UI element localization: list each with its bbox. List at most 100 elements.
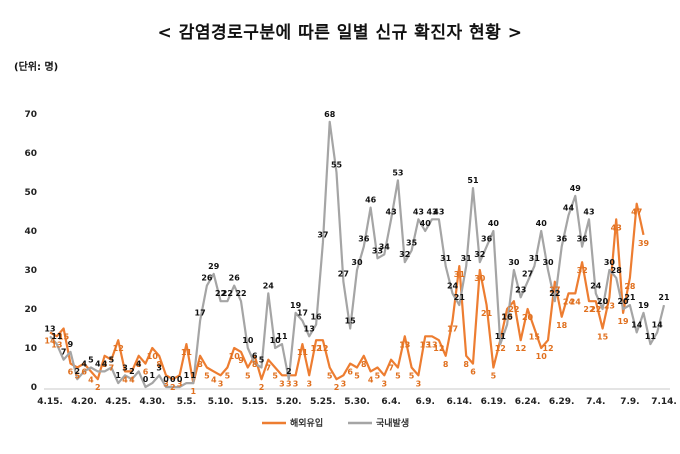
- data-label: 15: [529, 333, 541, 342]
- data-label: 31: [440, 254, 452, 263]
- data-label: 9: [68, 340, 74, 349]
- data-label: 7: [266, 364, 272, 373]
- data-label: 49: [570, 184, 582, 193]
- data-label: 4: [129, 375, 135, 384]
- y-tick-label: 30: [24, 266, 37, 276]
- data-label: 5: [245, 372, 251, 381]
- data-label: 30: [508, 258, 520, 267]
- series-line-2: [49, 120, 666, 389]
- data-label: 11: [276, 332, 288, 341]
- x-tick-label: 5.5.: [177, 397, 196, 407]
- data-label: 2: [170, 383, 176, 392]
- data-label: 44: [563, 203, 575, 212]
- data-label: 24: [563, 297, 575, 306]
- data-label: 40: [488, 219, 500, 228]
- data-label: 30: [474, 274, 486, 283]
- data-label: 3: [306, 379, 312, 388]
- data-label: 31: [529, 254, 541, 263]
- data-label: 34: [379, 242, 391, 251]
- data-label: 6: [347, 368, 353, 377]
- data-label: 29: [208, 262, 220, 271]
- data-label: 36: [481, 235, 493, 244]
- data-label: 55: [331, 161, 343, 170]
- data-label: 36: [358, 235, 370, 244]
- data-label: 6: [68, 368, 74, 377]
- data-label: 15: [597, 333, 609, 342]
- data-label: 13: [304, 324, 315, 333]
- data-label: 43: [433, 207, 444, 216]
- data-label: 22: [215, 289, 226, 298]
- data-label: 5: [354, 372, 360, 381]
- data-label: 13: [420, 340, 431, 349]
- data-label: 5: [272, 372, 278, 381]
- data-label: 12: [515, 344, 526, 353]
- data-label: 13: [426, 340, 437, 349]
- data-label: 47: [631, 208, 642, 217]
- data-label: 1: [150, 371, 156, 380]
- x-tick-label: 6.14.: [447, 397, 473, 407]
- data-label: 21: [658, 293, 670, 302]
- x-tick-label: 7.14.: [651, 397, 677, 407]
- x-tick-label: 5.30.: [344, 397, 370, 407]
- data-label: 2: [129, 367, 135, 376]
- data-label: 3: [286, 379, 292, 388]
- x-tick-label: 6.29.: [549, 397, 575, 407]
- data-label: 12: [113, 344, 124, 353]
- data-label: 12: [317, 344, 328, 353]
- data-label: 5: [491, 372, 497, 381]
- data-label: 11: [51, 332, 63, 341]
- x-tick-label: 5.25.: [310, 397, 336, 407]
- data-label: 6: [143, 368, 149, 377]
- data-label: 19: [617, 317, 629, 326]
- data-label: 26: [201, 274, 213, 283]
- data-label: 39: [638, 239, 650, 248]
- data-label: 3: [381, 379, 387, 388]
- data-label: 37: [317, 231, 328, 240]
- x-tick-label: 7.9.: [620, 397, 639, 407]
- data-label: 43: [413, 207, 424, 216]
- data-label: 9: [238, 356, 244, 365]
- data-label: 16: [310, 313, 322, 322]
- data-label: 35: [406, 239, 418, 248]
- legend-label: 해외유입: [290, 417, 323, 429]
- x-tick-label: 6.19.: [481, 397, 507, 407]
- data-label: 4: [211, 375, 217, 384]
- y-tick-label: 0: [31, 383, 37, 393]
- data-label: 27: [338, 270, 349, 279]
- data-label: 2: [286, 367, 292, 376]
- y-tick-label: 20: [24, 305, 37, 315]
- data-label: 1: [190, 371, 196, 380]
- data-label: 31: [461, 254, 473, 263]
- data-label: 0: [143, 375, 149, 384]
- data-label: 13: [44, 324, 55, 333]
- x-tick-label: 7.4.: [586, 397, 605, 407]
- data-label: 43: [583, 207, 594, 216]
- data-label: 46: [365, 196, 377, 205]
- data-label: 4: [368, 375, 374, 384]
- data-label: 40: [536, 219, 548, 228]
- data-label: 2: [259, 383, 265, 392]
- data-label: 20: [502, 313, 514, 322]
- data-label: 21: [481, 309, 493, 318]
- data-label: 7: [388, 364, 394, 373]
- data-label: 5: [109, 356, 115, 365]
- data-label: 68: [324, 110, 336, 119]
- data-label: 32: [577, 266, 588, 275]
- data-label: 8: [463, 360, 469, 369]
- data-label: 3: [163, 379, 169, 388]
- data-label: 30: [542, 258, 554, 267]
- data-label: 4: [122, 375, 128, 384]
- data-label: 4: [102, 359, 108, 368]
- data-label: 22: [583, 305, 594, 314]
- data-label: 6: [252, 352, 258, 361]
- chart-title: < 감염경로구분에 따른 일별 신규 확진자 현황 >: [157, 23, 523, 43]
- data-label: 22: [235, 289, 246, 298]
- data-label: 8: [156, 360, 162, 369]
- data-label: 43: [611, 223, 622, 232]
- x-tick-label: 4.30.: [140, 397, 166, 407]
- data-label: 8: [252, 360, 258, 369]
- legend-label: 국내발생: [376, 417, 409, 429]
- data-label: 28: [611, 266, 623, 275]
- data-label: 20: [617, 297, 629, 306]
